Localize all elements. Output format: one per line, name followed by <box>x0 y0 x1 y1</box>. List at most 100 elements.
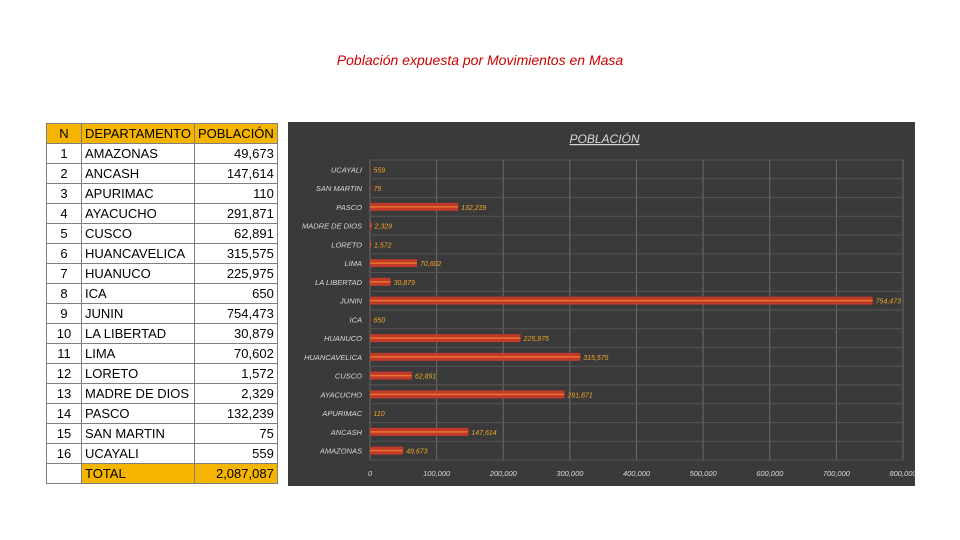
data-label: 650 <box>374 317 386 324</box>
row-poblacion: 49,673 <box>193 143 278 164</box>
category-label: ICA <box>349 315 362 324</box>
x-tick-label: 400,000 <box>623 469 651 478</box>
table-row: 13 MADRE DE DIOS 2,329 <box>46 383 278 404</box>
x-tick-label: 100,000 <box>423 469 451 478</box>
row-number: 3 <box>46 183 82 204</box>
data-label: 75 <box>374 186 382 193</box>
category-label: UCAYALI <box>331 165 362 174</box>
table-row: 4 AYACUCHO 291,871 <box>46 203 278 224</box>
row-poblacion: 75 <box>193 423 278 444</box>
data-label: 110 <box>374 411 385 418</box>
population-bar-chart: POBLACIÓN UCAYALI 559 SAN MARTIN 75 PASCO 132,… <box>302 131 915 478</box>
category-label: LORETO <box>331 240 362 249</box>
data-label: 2,329 <box>374 224 393 231</box>
x-tick-label: 700,000 <box>823 469 851 478</box>
x-tick-label: 800,000 <box>889 469 915 478</box>
data-label: 1,572 <box>374 242 392 249</box>
row-departamento: ICA <box>81 283 195 304</box>
total-label: TOTAL <box>81 463 195 484</box>
row-poblacion: 70,602 <box>193 343 278 364</box>
row-departamento: HUANUCO <box>81 263 195 284</box>
category-label: LIMA <box>344 259 362 268</box>
population-chart: POBLACIÓN UCAYALI 559 SAN MARTIN 75 PASCO 132,… <box>288 122 915 486</box>
header-departamento: DEPARTAMENTO <box>81 123 195 144</box>
row-departamento: MADRE DE DIOS <box>81 383 195 404</box>
row-departamento: CUSCO <box>81 223 195 244</box>
category-label: PASCO <box>336 203 362 212</box>
row-number: 2 <box>46 163 82 184</box>
row-departamento: PASCO <box>81 403 195 424</box>
table-header-row: N DEPARTAMENTO POBLACIÓN <box>46 123 278 144</box>
row-number: 9 <box>46 303 82 324</box>
row-number: 7 <box>46 263 82 284</box>
row-number: 10 <box>46 323 82 344</box>
page-title: Población expuesta por Movimientos en Ma… <box>336 52 624 68</box>
row-departamento: LIMA <box>81 343 195 364</box>
category-label: SAN MARTIN <box>316 184 363 193</box>
row-poblacion: 62,891 <box>193 223 278 244</box>
row-number: 12 <box>46 363 82 384</box>
data-label: 291,871 <box>566 392 592 399</box>
total-blank-cell <box>46 463 82 484</box>
row-departamento: LA LIBERTAD <box>81 323 195 344</box>
category-label: AMAZONAS <box>319 447 362 456</box>
table-row: 1 AMAZONAS 49,673 <box>46 143 278 164</box>
chart-title: POBLACIÓN <box>569 131 639 146</box>
category-label: MADRE DE DIOS <box>302 222 362 231</box>
data-label: 315,575 <box>583 355 608 362</box>
table-row: 11 LIMA 70,602 <box>46 343 278 364</box>
row-departamento: SAN MARTIN <box>81 423 195 444</box>
row-number: 6 <box>46 243 82 264</box>
table-row: 8 ICA 650 <box>46 283 278 304</box>
data-label: 70,602 <box>420 261 442 268</box>
x-tick-label: 500,000 <box>690 469 718 478</box>
header-poblacion: POBLACIÓN <box>193 123 278 144</box>
data-label: 225,975 <box>523 336 549 343</box>
data-label: 62,891 <box>415 374 437 381</box>
row-poblacion: 754,473 <box>193 303 278 324</box>
row-departamento: UCAYALI <box>81 443 195 464</box>
row-number: 14 <box>46 403 82 424</box>
data-label: 147,614 <box>471 430 496 437</box>
category-label: HUANUCO <box>324 334 362 343</box>
table-row: 16 UCAYALI 559 <box>46 443 278 464</box>
header-n: N <box>46 123 82 144</box>
row-poblacion: 30,879 <box>193 323 278 344</box>
row-number: 11 <box>46 343 82 364</box>
category-label: JUNIN <box>339 297 363 306</box>
population-table: N DEPARTAMENTO POBLACIÓN 1 AMAZONAS 49,673… <box>46 123 278 484</box>
x-tick-label: 300,000 <box>556 469 584 478</box>
row-poblacion: 110 <box>193 183 278 204</box>
data-label: 132,239 <box>461 205 486 212</box>
category-label: LA LIBERTAD <box>315 278 363 287</box>
row-number: 13 <box>46 383 82 404</box>
row-departamento: APURIMAC <box>81 183 195 204</box>
row-departamento: AMAZONAS <box>81 143 195 164</box>
table-total-row: TOTAL 2,087,087 <box>46 463 278 484</box>
table-row: 2 ANCASH 147,614 <box>46 163 278 184</box>
table-row: 10 LA LIBERTAD 30,879 <box>46 323 278 344</box>
x-tick-label: 600,000 <box>756 469 784 478</box>
category-label: ANCASH <box>330 428 363 437</box>
total-value: 2,087,087 <box>193 463 278 484</box>
category-label: HUANCAVELICA <box>304 353 362 362</box>
category-label: APURIMAC <box>321 409 362 418</box>
table-row: 12 LORETO 1,572 <box>46 363 278 384</box>
table-row: 7 HUANUCO 225,975 <box>46 263 278 284</box>
x-tick-label: 0 <box>368 469 373 478</box>
table-row: 9 JUNIN 754,473 <box>46 303 278 324</box>
row-number: 4 <box>46 203 82 224</box>
row-poblacion: 315,575 <box>193 243 278 264</box>
row-number: 5 <box>46 223 82 244</box>
data-label: 49,673 <box>406 449 428 456</box>
row-poblacion: 225,975 <box>193 263 278 284</box>
row-departamento: JUNIN <box>81 303 195 324</box>
row-poblacion: 650 <box>193 283 278 304</box>
data-label: 559 <box>374 167 386 174</box>
row-departamento: LORETO <box>81 363 195 384</box>
row-departamento: HUANCAVELICA <box>81 243 195 264</box>
table-body: 1 AMAZONAS 49,673 2 ANCASH 147,614 3 APURIMAC 11… <box>46 143 278 464</box>
category-label: CUSCO <box>335 372 362 381</box>
table-row: 6 HUANCAVELICA 315,575 <box>46 243 278 264</box>
category-label: AYACUCHO <box>319 390 362 399</box>
